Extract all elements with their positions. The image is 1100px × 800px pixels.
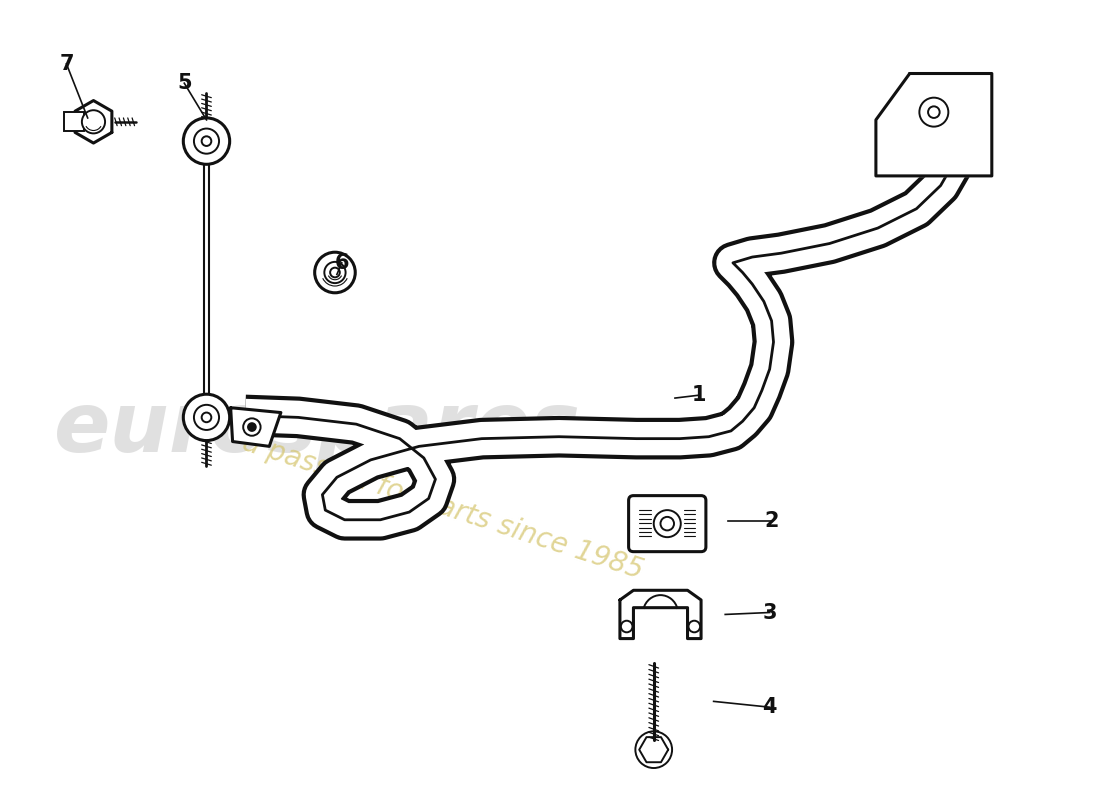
Circle shape: [660, 517, 674, 530]
Circle shape: [184, 118, 230, 164]
Text: 6: 6: [334, 253, 349, 273]
Circle shape: [194, 405, 219, 430]
Text: 3: 3: [762, 602, 777, 622]
Polygon shape: [231, 408, 280, 446]
Text: 1: 1: [692, 385, 706, 405]
Circle shape: [653, 510, 681, 537]
Circle shape: [243, 418, 261, 436]
Text: 5: 5: [177, 73, 191, 93]
Text: 2: 2: [764, 510, 779, 530]
Polygon shape: [639, 737, 668, 762]
Circle shape: [620, 621, 632, 632]
Circle shape: [248, 423, 256, 431]
Circle shape: [184, 394, 230, 441]
Circle shape: [689, 621, 700, 632]
Circle shape: [81, 110, 106, 134]
Circle shape: [920, 98, 948, 126]
Text: a passion for parts since 1985: a passion for parts since 1985: [240, 428, 647, 585]
Circle shape: [315, 252, 355, 293]
FancyBboxPatch shape: [65, 112, 84, 131]
Circle shape: [194, 129, 219, 154]
FancyBboxPatch shape: [628, 496, 706, 552]
Circle shape: [324, 262, 345, 283]
Polygon shape: [620, 590, 701, 638]
Circle shape: [201, 136, 211, 146]
Circle shape: [928, 106, 939, 118]
Circle shape: [201, 413, 211, 422]
Polygon shape: [876, 74, 992, 176]
Circle shape: [330, 268, 340, 278]
Circle shape: [636, 731, 672, 768]
Text: 4: 4: [762, 697, 777, 717]
Polygon shape: [75, 101, 112, 143]
Text: eurospares: eurospares: [54, 389, 581, 470]
Text: 7: 7: [59, 54, 74, 74]
